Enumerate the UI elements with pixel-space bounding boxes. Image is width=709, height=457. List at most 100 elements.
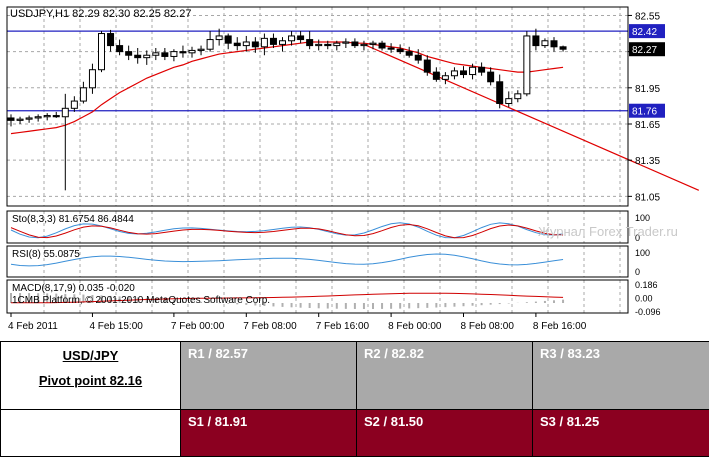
candle	[342, 38, 350, 49]
candle	[134, 48, 142, 64]
indicator-scale-label: -0.096	[635, 307, 661, 317]
candle-body	[315, 43, 323, 47]
stochastic-signal-line	[10, 223, 564, 239]
candle	[88, 63, 96, 94]
candle-body	[152, 52, 160, 56]
candle	[215, 28, 223, 46]
candle	[242, 35, 250, 52]
panel-frames	[6, 6, 629, 314]
candle-body	[441, 75, 449, 80]
time-axis: 4 Feb 2011 4 Feb 15:00 7 Feb 00:00 7 Feb 08…	[8, 313, 587, 332]
time-label: 8 Feb 16:00	[533, 321, 587, 332]
candle-body	[432, 71, 440, 80]
candle	[224, 33, 232, 50]
candle-body	[215, 35, 223, 41]
candle	[25, 115, 33, 123]
indicator-scale-label: 100	[635, 248, 650, 258]
price-label-box	[629, 24, 665, 39]
candle	[206, 31, 214, 52]
pivot-point: Pivot point 82.16	[38, 373, 143, 388]
candle	[7, 114, 15, 127]
candle	[297, 31, 305, 44]
candle	[396, 44, 404, 55]
candle-body	[324, 43, 332, 47]
candle	[514, 90, 522, 103]
price-tick-label: 81.05	[635, 192, 660, 203]
candle	[143, 50, 151, 65]
s3-cell: S3 / 81.25	[532, 409, 709, 457]
candle-body	[143, 54, 151, 59]
candle-body	[25, 117, 33, 120]
candle	[550, 37, 558, 52]
time-label: 4 Feb 2011	[8, 321, 58, 332]
price-label-box	[629, 103, 665, 118]
rsi-line	[10, 253, 564, 267]
r3-value: R3 / 83.23	[540, 346, 600, 361]
candle-body	[79, 87, 87, 102]
candle	[450, 67, 458, 80]
s1-value: S1 / 81.91	[188, 414, 248, 429]
candle	[369, 40, 377, 50]
price-label-text: 82.42	[632, 27, 657, 38]
indicator-scale-label: 100	[635, 213, 650, 223]
platform-text: 1CMB Platform, © 2001-2010 MetaQuotes So…	[12, 295, 270, 306]
r2-cell: R2 / 82.82	[356, 341, 533, 410]
candle-body	[179, 51, 187, 54]
candle-body	[297, 35, 305, 41]
candle	[496, 74, 504, 109]
candle	[269, 33, 277, 49]
candle	[116, 39, 124, 56]
candle-body	[161, 52, 169, 57]
candle-body	[88, 69, 96, 89]
s1-cell: S1 / 81.91	[180, 409, 357, 457]
candle	[441, 72, 449, 85]
candle-body	[559, 46, 567, 50]
candle-body	[414, 54, 422, 61]
candle	[360, 40, 368, 51]
indicator-scale-label: 0.00	[635, 294, 653, 304]
candle-body	[505, 98, 513, 104]
price-tick-label: 81.65	[635, 120, 660, 131]
candle-body	[170, 51, 178, 57]
price-label-text: 82.27	[632, 45, 657, 56]
candle	[333, 40, 341, 51]
candle	[505, 91, 513, 108]
pair-name: USD/JPY	[62, 348, 119, 363]
candle	[315, 39, 323, 51]
candle-body	[378, 42, 386, 49]
candle	[478, 62, 486, 76]
candle-body	[514, 93, 522, 100]
candle-body	[98, 33, 105, 71]
indicator-panel-frame	[6, 279, 629, 314]
candle-body	[469, 66, 477, 76]
candle-body	[125, 51, 133, 56]
candle	[523, 31, 531, 97]
candle-body	[342, 41, 350, 44]
candle-body	[387, 47, 395, 50]
candle	[432, 67, 440, 82]
candle-body	[107, 33, 115, 47]
r1-value: R1 / 82.57	[188, 346, 248, 361]
candle-body	[288, 35, 296, 42]
candle	[152, 48, 160, 61]
candle-body	[269, 37, 277, 45]
trend-line	[363, 43, 700, 191]
indicator-scale-label: 0	[635, 233, 640, 243]
candle-body	[550, 40, 558, 48]
candle-body	[116, 45, 124, 53]
candle-body	[251, 41, 259, 48]
candle-body	[532, 35, 540, 47]
candle-body	[52, 115, 60, 118]
pair-cell: USD/JPY Pivot point 82.16	[0, 341, 181, 410]
candle	[460, 66, 467, 79]
price-label-box	[629, 42, 665, 57]
s2-value: S2 / 81.50	[364, 414, 424, 429]
candle-body	[405, 51, 413, 56]
candle-body	[423, 59, 431, 73]
candle-body	[206, 39, 214, 50]
price-label-text: 81.76	[632, 107, 657, 118]
candle-body	[360, 43, 368, 47]
price-tick-label: 81.95	[635, 84, 660, 95]
watermark-text: Журнал Forex Trader.ru	[538, 224, 678, 239]
candle-body	[496, 81, 504, 104]
